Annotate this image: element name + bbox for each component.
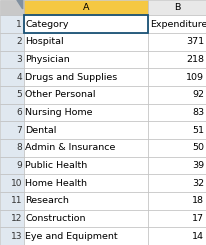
Bar	[0, 104, 24, 121]
Text: 5: 5	[16, 90, 22, 99]
Text: 6: 6	[16, 108, 22, 117]
Text: 9: 9	[16, 161, 22, 170]
Text: 50: 50	[192, 143, 204, 152]
Text: 7: 7	[16, 126, 22, 135]
Text: Dental: Dental	[25, 126, 57, 135]
Bar	[0, 86, 24, 104]
Bar	[0, 227, 24, 245]
Bar	[24, 174, 148, 192]
Text: Nursing Home: Nursing Home	[25, 108, 93, 117]
Text: 51: 51	[192, 126, 204, 135]
Bar	[0, 15, 24, 33]
Text: Hospital: Hospital	[25, 37, 64, 46]
Text: 218: 218	[186, 55, 204, 64]
Bar	[0, 139, 24, 157]
Bar	[0, 121, 24, 139]
Bar	[24, 210, 148, 227]
Text: Research: Research	[25, 196, 69, 205]
Bar	[0, 33, 24, 50]
Text: 32: 32	[192, 179, 204, 188]
Bar	[148, 50, 206, 68]
Bar	[148, 157, 206, 174]
Bar	[0, 68, 24, 86]
Text: 10: 10	[11, 179, 22, 188]
Bar	[148, 86, 206, 104]
Bar	[148, 227, 206, 245]
Text: 8: 8	[16, 143, 22, 152]
Text: Category: Category	[25, 20, 69, 28]
Bar	[148, 174, 206, 192]
Text: 4: 4	[16, 73, 22, 82]
Bar	[24, 227, 148, 245]
Bar	[148, 139, 206, 157]
Bar	[24, 0, 148, 15]
Text: 109: 109	[186, 73, 204, 82]
Bar	[24, 104, 148, 121]
Text: 17: 17	[192, 214, 204, 223]
Text: 1: 1	[16, 20, 22, 28]
Text: Physician: Physician	[25, 55, 70, 64]
Text: 18: 18	[192, 196, 204, 205]
Text: A: A	[83, 3, 89, 12]
Bar	[148, 33, 206, 50]
Polygon shape	[17, 0, 23, 9]
Bar	[0, 192, 24, 210]
Bar	[24, 68, 148, 86]
Bar	[148, 121, 206, 139]
Bar	[24, 86, 148, 104]
Bar	[24, 33, 148, 50]
Text: Home Health: Home Health	[25, 179, 87, 188]
Text: Eye and Equipment: Eye and Equipment	[25, 232, 118, 241]
Bar	[148, 192, 206, 210]
Bar	[148, 210, 206, 227]
Text: 14: 14	[192, 232, 204, 241]
Bar	[0, 0, 24, 15]
Bar	[148, 0, 206, 15]
Text: Expenditures: Expenditures	[150, 20, 206, 28]
Bar	[0, 210, 24, 227]
Text: 12: 12	[11, 214, 22, 223]
Text: 92: 92	[192, 90, 204, 99]
Text: 83: 83	[192, 108, 204, 117]
Bar	[24, 192, 148, 210]
Text: Construction: Construction	[25, 214, 86, 223]
Bar	[24, 15, 148, 33]
Text: B: B	[174, 3, 180, 12]
Text: Admin & Insurance: Admin & Insurance	[25, 143, 116, 152]
Bar	[148, 104, 206, 121]
Bar	[0, 50, 24, 68]
Bar	[0, 174, 24, 192]
Text: 2: 2	[16, 37, 22, 46]
Bar	[0, 157, 24, 174]
Text: 3: 3	[16, 55, 22, 64]
Bar	[24, 157, 148, 174]
Text: 11: 11	[11, 196, 22, 205]
Bar	[148, 68, 206, 86]
Bar	[24, 139, 148, 157]
Bar	[24, 121, 148, 139]
Text: Other Personal: Other Personal	[25, 90, 96, 99]
Text: Public Health: Public Health	[25, 161, 88, 170]
Bar	[24, 15, 148, 33]
Text: 13: 13	[11, 232, 22, 241]
Text: Drugs and Supplies: Drugs and Supplies	[25, 73, 118, 82]
Text: 371: 371	[186, 37, 204, 46]
Bar	[24, 50, 148, 68]
Bar	[148, 15, 206, 33]
Text: 39: 39	[192, 161, 204, 170]
